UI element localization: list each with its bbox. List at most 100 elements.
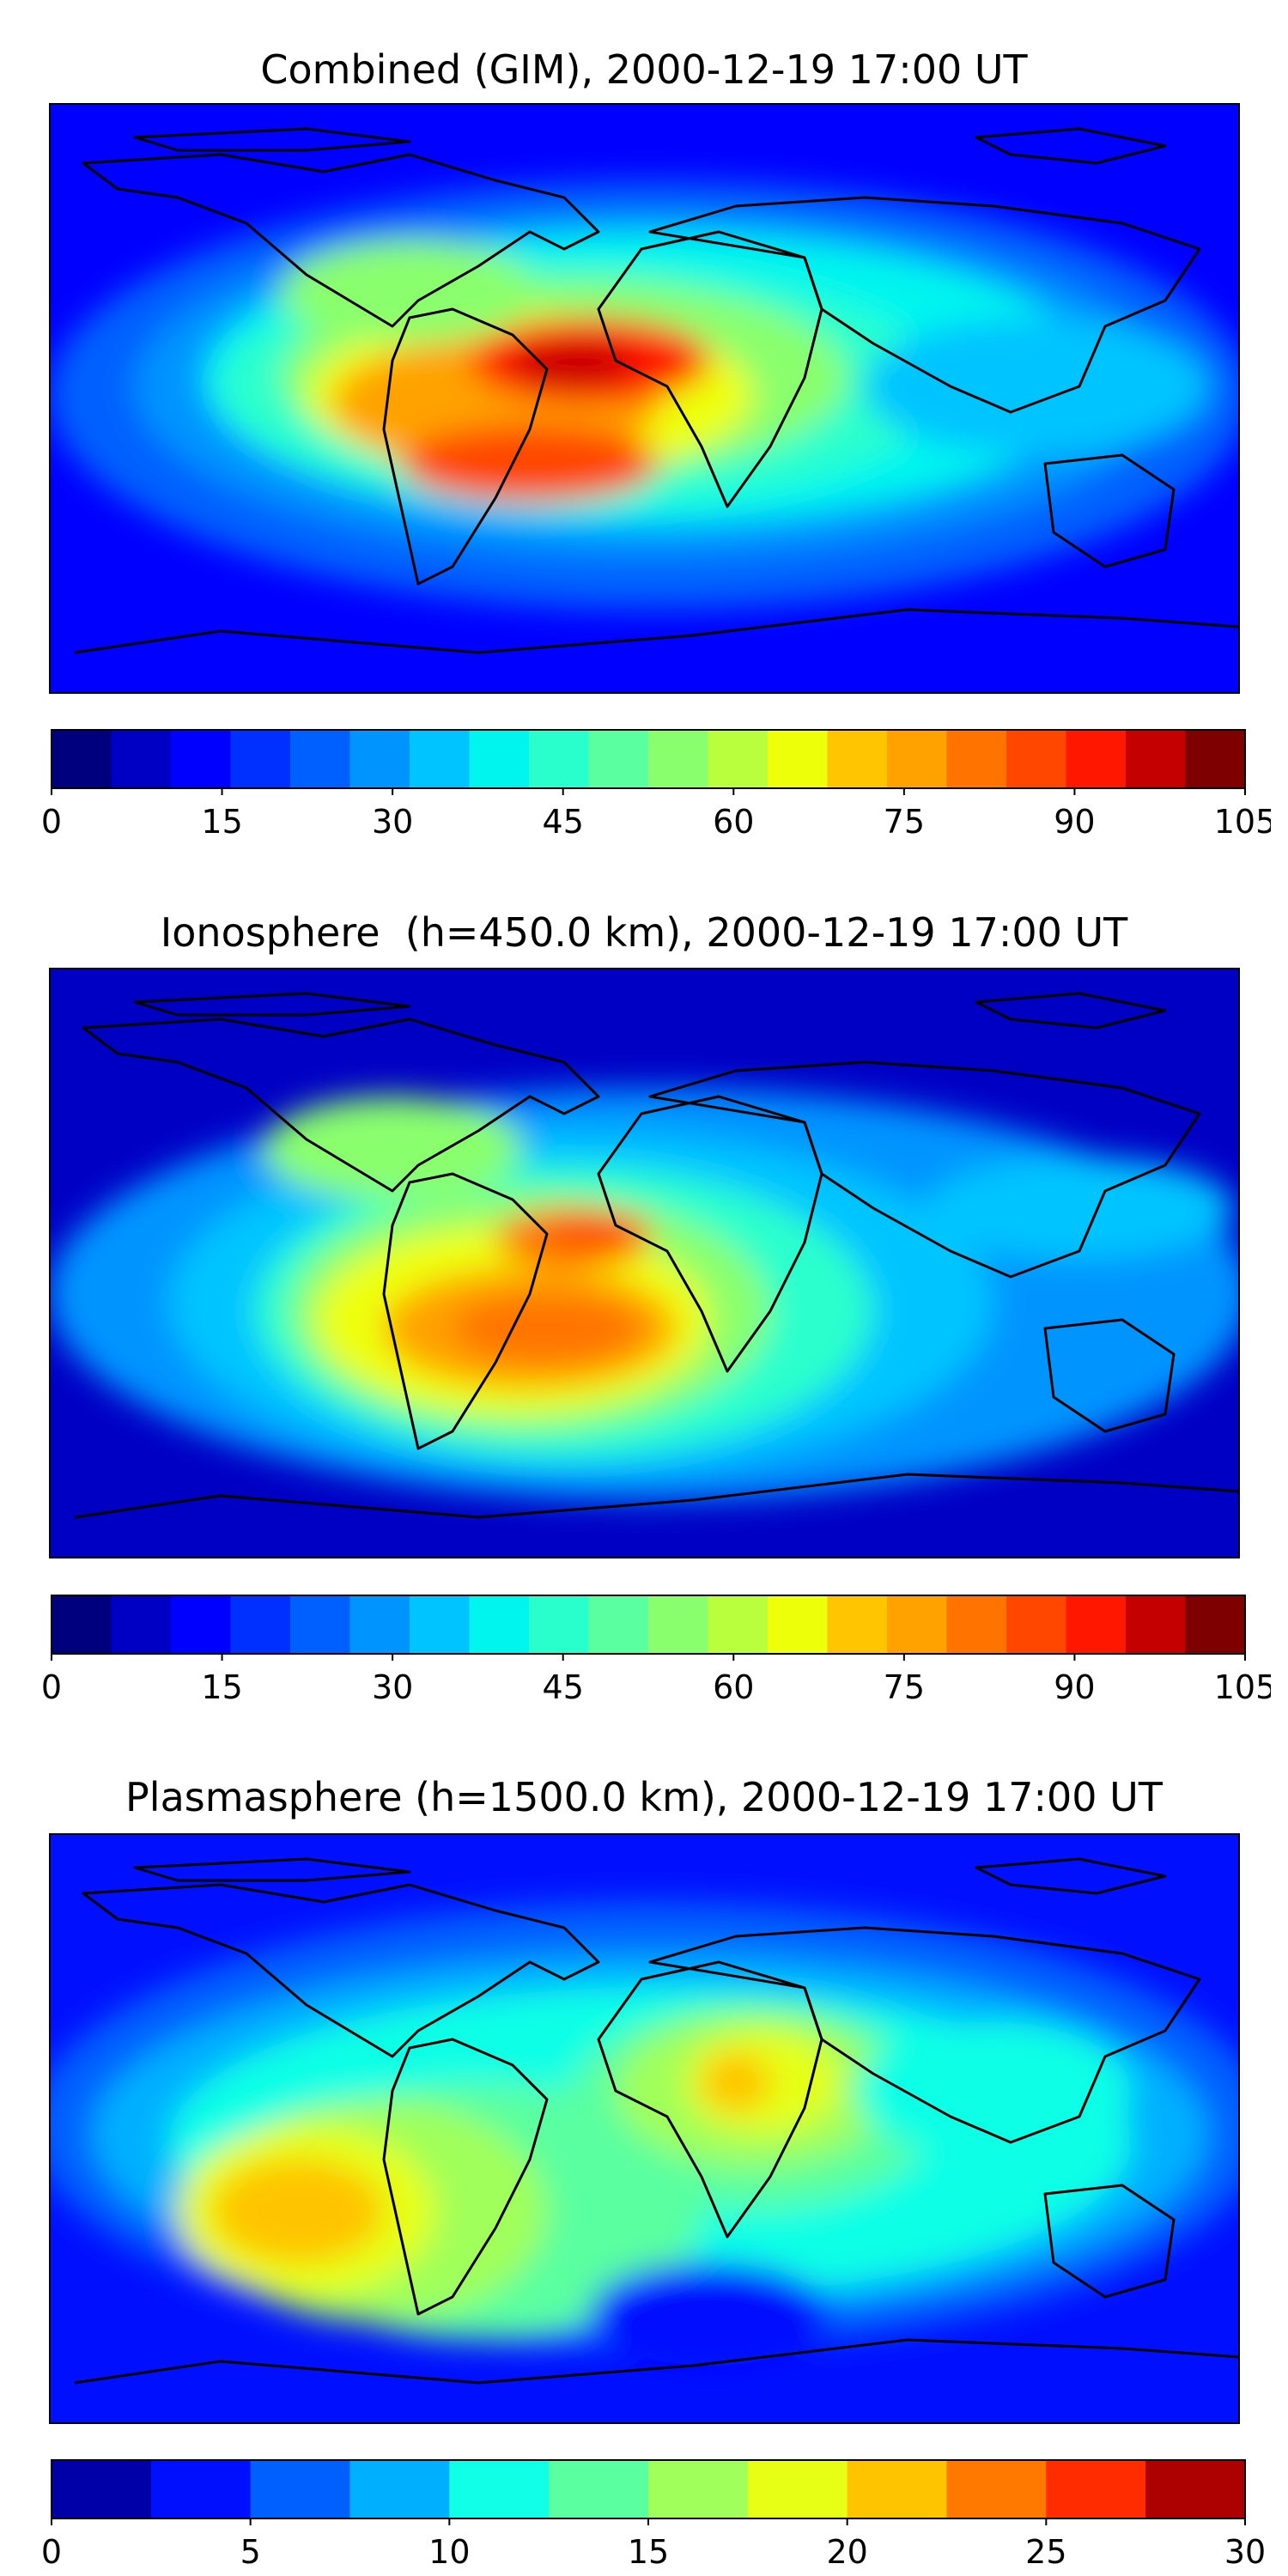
coastline (382, 1172, 549, 1450)
coastline (74, 608, 1240, 654)
colorbar-segment (946, 1595, 1007, 1654)
colorbar-segment (1046, 2460, 1146, 2518)
coastline (74, 1473, 1240, 1519)
colorbar-tick-label: 10 (428, 2533, 470, 2571)
colorbar: 0 15 30 45 60 75 90 105 (41, 1595, 1271, 1706)
coastline (975, 1857, 1167, 1895)
colorbar-tick-label: 75 (884, 803, 925, 841)
contour-region (590, 2263, 830, 2366)
coastline (1043, 453, 1176, 568)
colorbar-segment (52, 730, 112, 788)
tec-map (49, 1833, 1240, 2424)
colorbar-tick-label: 15 (628, 2533, 669, 2571)
colorbar-segment (768, 1595, 829, 1654)
contour-region (212, 2160, 384, 2263)
coastline (648, 1926, 1201, 2144)
coastlines (74, 127, 1240, 654)
colorbar-segment (52, 1595, 112, 1654)
colorbar-tick-label: 105 (1214, 803, 1271, 841)
contour-region (513, 343, 633, 386)
colorbar-segment (171, 730, 232, 788)
coastline (1043, 1318, 1176, 1433)
coastline (382, 307, 549, 586)
contour-region (865, 318, 1208, 455)
map-field (49, 1833, 1240, 2424)
colorbar-segment (349, 1595, 410, 1654)
colorbar-segment (111, 1595, 172, 1654)
contour-region (925, 1157, 1234, 1260)
colorbar-segment (150, 2460, 252, 2518)
map-frame (49, 1833, 1240, 2424)
colorbar-segment (708, 730, 769, 788)
colorbar-segment (349, 2460, 450, 2518)
colorbar-segment (410, 1595, 471, 1654)
colorbar-segment (250, 2460, 351, 2518)
colorbar-tick-label: 75 (884, 1668, 925, 1706)
colorbar-tick-label: 30 (372, 1668, 413, 1706)
colorbar-tick-label: 60 (713, 1668, 754, 1706)
colorbar-segment (648, 1595, 709, 1654)
map-field (49, 968, 1240, 1558)
colorbar-segment (410, 730, 471, 788)
colorbar-segment (230, 730, 291, 788)
colorbar-frame (51, 1595, 1246, 1655)
coastline (133, 127, 411, 152)
coastline (74, 2338, 1240, 2385)
colorbar-segment (230, 1595, 291, 1654)
colorbar: 0 15 30 45 60 75 90 105 (41, 729, 1271, 841)
contour-region (264, 1097, 521, 1200)
colorbar-segment (588, 730, 649, 788)
colorbar-tick-label: 5 (240, 2533, 261, 2571)
coastline (82, 1018, 600, 1193)
colorbar-segment (887, 730, 948, 788)
map-field (49, 103, 1240, 694)
colorbar-tick-label: 15 (201, 803, 242, 841)
colorbar-tick-label: 0 (41, 803, 62, 841)
colorbar-segment (290, 1595, 351, 1654)
coastline (597, 230, 823, 508)
colorbar-segment (946, 730, 1007, 788)
coastline (133, 1857, 411, 1882)
colorbar-segment (549, 2460, 649, 2518)
colorbar-tick-label: 45 (543, 803, 584, 841)
tec-map (49, 968, 1240, 1558)
coastline (382, 2038, 549, 2316)
colorbar-tick-label: 90 (1054, 803, 1095, 841)
panel-title: Plasmasphere (h=1500.0 km), 2000-12-19 1… (125, 1774, 1163, 1820)
colorbar-tick-label: 45 (543, 1668, 584, 1706)
colorbar-segment (52, 2460, 152, 2518)
coastline (82, 1883, 600, 2058)
panel-title: Combined (GIM), 2000-12-19 17:00 UT (260, 46, 1028, 93)
contour-region (401, 425, 659, 502)
colorbar-segment (1006, 730, 1067, 788)
colorbar-segment (588, 1595, 649, 1654)
colorbar: 0 5 10 15 20 25 30 (41, 2459, 1266, 2571)
coastline (597, 1960, 823, 2239)
colorbar-segment (887, 1595, 948, 1654)
colorbar-segment (469, 1595, 530, 1654)
colorbar-tick-label: 20 (826, 2533, 867, 2571)
colorbar-segment (768, 730, 829, 788)
coastline (648, 1060, 1201, 1279)
colorbar-segment (1066, 730, 1127, 788)
colorbar-frame (51, 729, 1246, 789)
colorbar-segment (708, 1595, 769, 1654)
coastline (975, 992, 1167, 1030)
colorbar-tick-label: 0 (41, 2533, 62, 2571)
colorbar-segment (529, 1595, 590, 1654)
colorbar-segment (1066, 1595, 1127, 1654)
colorbar-segment (449, 2460, 550, 2518)
colorbar-segment (827, 730, 888, 788)
colorbar-segment (1185, 1595, 1246, 1654)
colorbar-segment (1126, 730, 1187, 788)
colorbar-segment (111, 730, 172, 788)
contour-region (547, 1212, 650, 1247)
contour-region (702, 2052, 770, 2112)
colorbar-segment (1145, 2460, 1246, 2518)
coastline (82, 153, 600, 328)
contour-region (453, 1294, 641, 1363)
colorbar-tick-label: 60 (713, 803, 754, 841)
colorbar-segment (648, 730, 709, 788)
colorbar-segment (1006, 1595, 1067, 1654)
